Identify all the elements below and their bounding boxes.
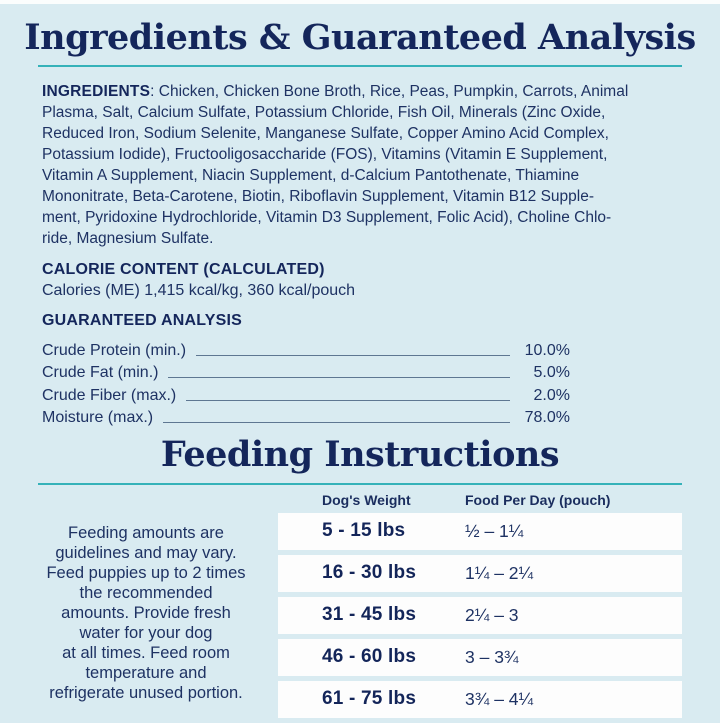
- ingredients-text: : Chicken, Chicken Bone Broth, Rice, Pea…: [42, 83, 629, 248]
- column-header-food: Food Per Day (pouch): [465, 491, 611, 508]
- leader-line: [186, 399, 510, 401]
- feeding-table-row: 46 - 60 lbs 3 – 3¾: [278, 638, 682, 676]
- analysis-row: Moisture (max.) 78.0%: [42, 405, 570, 428]
- leader-line: [196, 354, 510, 356]
- feeding-table-row: 5 - 15 lbs ½ – 1¼: [278, 512, 682, 550]
- analysis-label: Crude Protein (min.): [42, 341, 187, 359]
- food-amount: ½ – 1¼: [465, 520, 524, 541]
- feeding-table-row: 61 - 75 lbs 3¾ – 4¼: [278, 680, 682, 718]
- column-header-weight: Dog's Weight: [322, 491, 411, 508]
- analysis-label: Moisture (max.): [42, 409, 154, 427]
- food-amount: 1¼ – 2¼: [465, 562, 534, 583]
- weight-range: 46 - 60 lbs: [322, 646, 417, 667]
- analysis-value: 10.0%: [524, 341, 570, 359]
- teal-divider-top: [38, 65, 682, 68]
- analysis-value: 2.0%: [533, 386, 570, 404]
- feeding-table-row: 16 - 30 lbs 1¼ – 2¼: [278, 554, 682, 592]
- teal-divider-feeding: [38, 482, 682, 485]
- analysis-label: Crude Fat (min.): [42, 364, 159, 382]
- calorie-content-value: Calories (ME) 1,415 kcal/kg, 360 kcal/po…: [42, 282, 356, 300]
- feeding-section-title: Feeding Instructions: [160, 434, 560, 476]
- leader-line: [168, 377, 510, 379]
- food-amount: 3 – 3¾: [465, 646, 519, 667]
- calorie-content-heading: CALORIE CONTENT (CALCULATED): [42, 261, 325, 279]
- food-amount: 3¾ – 4¼: [465, 688, 534, 709]
- analysis-value: 5.0%: [533, 364, 570, 382]
- ingredients-label: INGREDIENTS: [42, 83, 151, 101]
- ingredients-section-title: Ingredients & Guaranteed Analysis: [24, 17, 696, 58]
- weight-range: 61 - 75 lbs: [322, 688, 417, 709]
- analysis-value: 78.0%: [524, 409, 570, 427]
- leader-line: [163, 422, 510, 424]
- food-amount: 2¼ – 3: [465, 604, 519, 625]
- feeding-guidelines-note: Feeding amounts are guidelines and may v…: [46, 523, 246, 702]
- weight-range: 5 - 15 lbs: [322, 520, 406, 541]
- feeding-table: Dog's Weight Food Per Day (pouch) 5 - 15…: [278, 489, 682, 723]
- analysis-label: Crude Fiber (max.): [42, 386, 177, 404]
- feeding-table-row: 31 - 45 lbs 2¼ – 3: [278, 596, 682, 634]
- analysis-row: Crude Fiber (max.) 2.0%: [42, 382, 570, 405]
- guaranteed-analysis-table: Crude Protein (min.) 10.0% Crude Fat (mi…: [42, 337, 570, 427]
- analysis-row: Crude Fat (min.) 5.0%: [42, 360, 570, 383]
- analysis-row: Crude Protein (min.) 10.0%: [42, 337, 570, 360]
- weight-range: 31 - 45 lbs: [322, 604, 417, 625]
- ingredients-paragraph: INGREDIENTS: Chicken, Chicken Bone Broth…: [42, 81, 680, 249]
- feeding-table-header: Dog's Weight Food Per Day (pouch): [278, 492, 682, 508]
- top-border: [0, 0, 720, 4]
- feeding-section-body: Feeding amounts are guidelines and may v…: [22, 489, 682, 723]
- weight-range: 16 - 30 lbs: [322, 562, 417, 583]
- guaranteed-analysis-heading: GUARANTEED ANALYSIS: [42, 312, 242, 330]
